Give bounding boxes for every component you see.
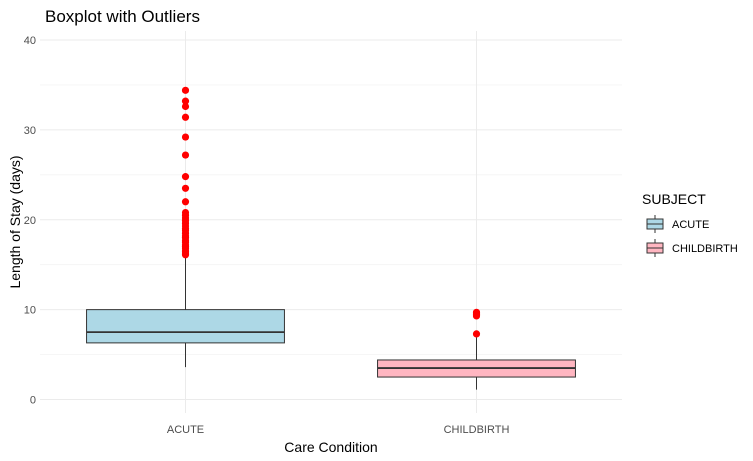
outlier-point	[181, 184, 190, 192]
outlier-point	[181, 198, 190, 206]
box-childbirth	[377, 308, 576, 390]
y-tick-labels: 0 10 20 30 40	[24, 35, 36, 407]
boxes	[86, 86, 576, 390]
legend-label: CHILDBIRTH	[672, 243, 738, 255]
x-axis-title: Care Condition	[284, 439, 377, 455]
outlier-point	[181, 97, 190, 105]
box-iqr	[86, 309, 285, 344]
legend-item-acute: ACUTE	[645, 214, 709, 234]
y-axis-title: Length of Stay (days)	[7, 155, 23, 288]
grid-lines	[40, 31, 622, 413]
chart-title: Boxplot with Outliers	[45, 7, 200, 26]
outlier-point	[181, 151, 190, 159]
y-tick-label: 30	[24, 125, 36, 137]
x-tick-labels: ACUTE CHILDBIRTH	[167, 424, 510, 436]
y-tick-label: 0	[30, 395, 36, 407]
outlier-point	[181, 208, 190, 217]
legend-label: ACUTE	[672, 219, 709, 231]
x-tick-label: ACUTE	[167, 424, 204, 436]
outlier-point	[181, 86, 190, 94]
outlier-point	[472, 308, 481, 316]
outlier-point	[181, 102, 190, 111]
legend-title: SUBJECT	[642, 191, 706, 207]
outlier-point	[181, 133, 190, 141]
outlier-point	[472, 330, 481, 338]
legend-item-childbirth: CHILDBIRTH	[645, 238, 738, 258]
y-tick-label: 20	[24, 215, 36, 227]
outlier-point	[181, 113, 190, 121]
x-tick-label: CHILDBIRTH	[444, 424, 510, 436]
box-acute	[86, 86, 285, 368]
y-tick-label: 40	[24, 35, 36, 47]
outlier-point	[181, 173, 190, 181]
legend: SUBJECT ACUTE CHILDBIRTH	[642, 191, 738, 258]
y-tick-label: 10	[24, 305, 36, 317]
